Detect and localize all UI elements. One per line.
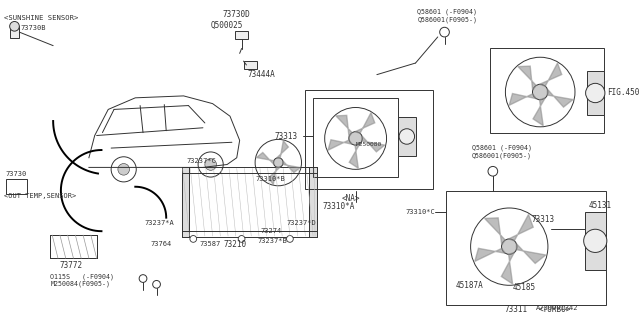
Bar — [585, 212, 606, 270]
Polygon shape — [509, 214, 533, 241]
Circle shape — [440, 27, 449, 37]
Bar — [51, 235, 97, 258]
Circle shape — [205, 159, 216, 170]
Text: 73274: 73274 — [261, 228, 282, 234]
Text: Q500025: Q500025 — [211, 21, 243, 30]
Text: 73310*C: 73310*C — [406, 209, 436, 215]
Polygon shape — [349, 144, 360, 168]
Text: 73730: 73730 — [6, 171, 27, 177]
Text: O115S   (-F0904)
M250084(F0905-): O115S (-F0904) M250084(F0905-) — [51, 274, 115, 287]
Bar — [313, 98, 398, 177]
Text: <SUNSHINE SENSOR>: <SUNSHINE SENSOR> — [4, 15, 78, 20]
Circle shape — [399, 129, 415, 144]
Circle shape — [584, 229, 607, 252]
Text: 45187A: 45187A — [456, 281, 484, 290]
Bar — [182, 167, 189, 237]
Circle shape — [273, 158, 283, 167]
Text: 73210: 73210 — [223, 240, 246, 249]
Polygon shape — [540, 63, 562, 86]
Text: Q58601 (-F0904)
Q586001(F0905-): Q58601 (-F0904) Q586001(F0905-) — [417, 9, 477, 23]
Bar — [51, 235, 97, 258]
Text: 73313: 73313 — [275, 132, 298, 141]
Text: Q58601 (-F0904)
Q586001(F0905-): Q58601 (-F0904) Q586001(F0905-) — [472, 145, 532, 159]
Text: 73237*C: 73237*C — [186, 158, 216, 164]
Text: M250080: M250080 — [356, 142, 382, 147]
Text: FIG.450: FIG.450 — [607, 88, 639, 97]
Polygon shape — [516, 244, 546, 263]
Text: <NA>: <NA> — [342, 194, 360, 203]
Text: 73237*A: 73237*A — [145, 220, 175, 227]
Polygon shape — [355, 113, 375, 133]
Polygon shape — [501, 252, 515, 284]
Bar — [6, 179, 27, 195]
Text: A730001242: A730001242 — [536, 305, 579, 310]
Polygon shape — [518, 66, 536, 90]
Bar — [305, 90, 433, 189]
Text: 73310*A: 73310*A — [323, 202, 355, 211]
Text: 73444A: 73444A — [248, 70, 275, 79]
Text: 45131: 45131 — [589, 201, 612, 210]
Circle shape — [190, 236, 196, 242]
Bar — [587, 71, 604, 115]
Text: 73237*D: 73237*D — [286, 220, 316, 227]
Bar — [490, 48, 604, 132]
Polygon shape — [276, 141, 289, 158]
Circle shape — [586, 83, 605, 103]
Polygon shape — [328, 140, 352, 150]
Circle shape — [349, 132, 362, 145]
Polygon shape — [484, 218, 505, 245]
Circle shape — [287, 236, 293, 242]
Circle shape — [139, 275, 147, 283]
Circle shape — [10, 21, 19, 31]
Polygon shape — [362, 136, 385, 152]
Text: <TURBO>: <TURBO> — [538, 305, 571, 314]
Polygon shape — [533, 98, 545, 126]
Polygon shape — [283, 161, 300, 172]
Polygon shape — [547, 89, 573, 107]
Bar — [244, 61, 257, 69]
Text: 45185: 45185 — [512, 283, 535, 292]
Circle shape — [502, 239, 517, 254]
Text: 73730D: 73730D — [222, 10, 250, 19]
Circle shape — [532, 84, 548, 100]
Circle shape — [488, 166, 498, 176]
Bar — [398, 117, 415, 156]
Bar — [10, 26, 19, 38]
Circle shape — [118, 164, 129, 175]
Text: <OUT TEMP,SENSOR>: <OUT TEMP,SENSOR> — [4, 193, 76, 199]
Polygon shape — [509, 93, 536, 105]
Circle shape — [198, 152, 223, 177]
Bar — [447, 191, 606, 305]
Polygon shape — [475, 248, 505, 261]
Circle shape — [153, 280, 161, 288]
Text: 73311: 73311 — [504, 305, 527, 314]
Circle shape — [111, 157, 136, 182]
Text: 73310*B: 73310*B — [255, 176, 285, 182]
Polygon shape — [336, 116, 352, 137]
Text: 73772: 73772 — [60, 261, 83, 270]
Bar — [309, 167, 317, 237]
Bar — [182, 167, 317, 237]
Text: 73730B: 73730B — [20, 25, 46, 31]
Polygon shape — [257, 153, 274, 164]
Text: 73313: 73313 — [531, 215, 555, 224]
Bar — [235, 31, 248, 39]
Text: 73764: 73764 — [151, 241, 172, 247]
Polygon shape — [268, 167, 280, 185]
Text: 73237*B: 73237*B — [257, 238, 287, 244]
Circle shape — [238, 236, 245, 242]
Text: 73587: 73587 — [199, 241, 220, 247]
